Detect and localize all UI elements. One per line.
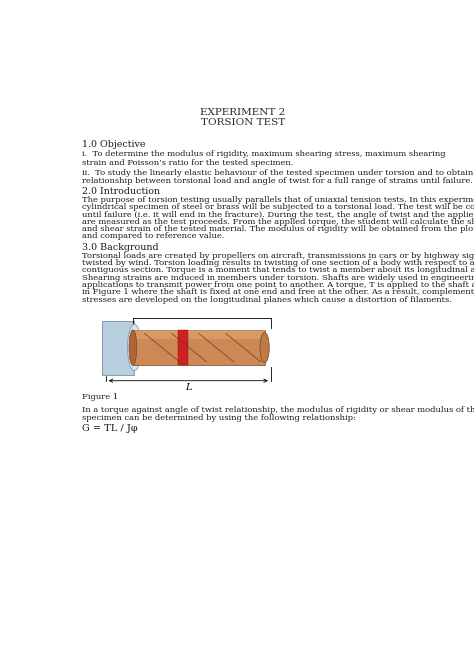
Text: 3.0 Background: 3.0 Background — [82, 243, 159, 252]
Text: strain and Poisson’s ratio for the tested specimen.: strain and Poisson’s ratio for the teste… — [82, 159, 294, 167]
Bar — [133, 330, 264, 339]
Text: 2.0 Introduction: 2.0 Introduction — [82, 187, 161, 196]
Text: G = TL / Jφ: G = TL / Jφ — [82, 424, 138, 433]
Bar — [178, 330, 188, 365]
Text: in Figure 1 where the shaft is fixed at one end and free at the other. As a resu: in Figure 1 where the shaft is fixed at … — [82, 288, 474, 296]
Text: stresses are developed on the longitudinal planes which cause a distortion of fi: stresses are developed on the longitudin… — [82, 295, 452, 304]
Text: The purpose of torsion testing usually parallels that of uniaxial tension tests.: The purpose of torsion testing usually p… — [82, 196, 474, 204]
Text: contiguous section. Torque is a moment that tends to twist a member about its lo: contiguous section. Torque is a moment t… — [82, 267, 474, 274]
Text: twisted by wind. Torsion loading results in twisting of one section of a body wi: twisted by wind. Torsion loading results… — [82, 259, 474, 267]
Text: Figure 1: Figure 1 — [82, 393, 118, 401]
Bar — [102, 321, 135, 375]
Text: relationship between torsional load and angle of twist for a full range of strai: relationship between torsional load and … — [82, 177, 474, 185]
Text: specimen can be determined by using the following relationship:: specimen can be determined by using the … — [82, 414, 356, 422]
Text: and compared to reference value.: and compared to reference value. — [82, 232, 225, 241]
Ellipse shape — [128, 324, 141, 371]
Ellipse shape — [260, 332, 269, 362]
Text: In a torque against angle of twist relationship, the modulus of rigidity or shea: In a torque against angle of twist relat… — [82, 407, 474, 415]
Text: EXPERIMENT 2: EXPERIMENT 2 — [201, 108, 285, 117]
Text: and shear strain of the tested material. The modulus of rigidity will be obtaine: and shear strain of the tested material.… — [82, 225, 474, 233]
Text: are measured as the test proceeds. From the applied torque, the student will cal: are measured as the test proceeds. From … — [82, 218, 474, 226]
Text: cylindrical specimen of steel or brass will be subjected to a torsional load. Th: cylindrical specimen of steel or brass w… — [82, 203, 474, 211]
Text: Shearing strains are induced in members under torsion. Shafts are widely used in: Shearing strains are induced in members … — [82, 273, 474, 281]
Text: i.  To determine the modulus of rigidity, maximum shearing stress, maximum shear: i. To determine the modulus of rigidity,… — [82, 150, 446, 158]
Text: ii.  To study the linearly elastic behaviour of the tested specimen under torsio: ii. To study the linearly elastic behavi… — [82, 170, 474, 178]
Text: 1.0 Objective: 1.0 Objective — [82, 141, 146, 149]
Text: TORSION TEST: TORSION TEST — [201, 118, 285, 127]
Text: Torsional loads are created by propellers on aircraft, transmissions in cars or : Torsional loads are created by propeller… — [82, 252, 474, 260]
Text: until failure (i.e. it will end in the fracture). During the test, the angle of : until failure (i.e. it will end in the f… — [82, 210, 474, 218]
Text: L: L — [185, 383, 191, 392]
Text: applications to transmit power from one point to another. A torque, T is applied: applications to transmit power from one … — [82, 281, 474, 289]
Ellipse shape — [129, 330, 137, 365]
Bar — [133, 330, 264, 365]
